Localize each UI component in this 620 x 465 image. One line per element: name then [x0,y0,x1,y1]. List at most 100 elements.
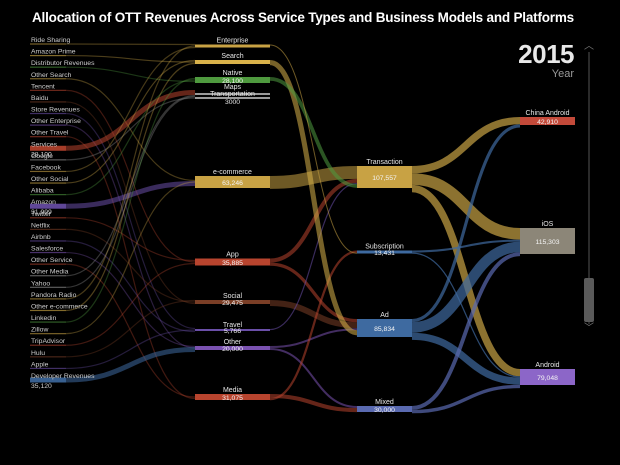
left-label-zillow: Zillow [31,327,48,334]
left-node-linkedin [30,321,66,323]
link-other-social-to-search [65,59,196,184]
left-label-store-revenues: Store Revenues [31,107,80,114]
link-other-to-ad [269,328,358,349]
node-label-china-android: China Android [526,110,570,117]
node-value-transaction: 107,557 [372,175,397,182]
node-value-ios: 115,303 [535,239,559,246]
left-value-amazon: 31,999 [31,209,52,216]
node-label-ad: Ad [380,312,389,319]
node-label-e-commerce: e-commerce [213,169,252,176]
node-value-subscription: 13,431 [374,250,395,257]
link-pandora-radio-to-enterprise [65,45,196,300]
left-node-other-service [30,263,66,265]
node-layer [30,43,575,412]
left-node-other-media [30,275,66,277]
model-platform-link-layer [411,117,521,414]
node-mixed [357,406,412,412]
link-tencent-to-app [65,89,196,263]
link-hulu-to-social [65,299,196,358]
node-label-native: Native [223,70,243,77]
left-label-pandora-radio: Pandora Radio [31,292,77,299]
link-other-enterprise-to-other [65,124,196,349]
link-media-to-subscription [269,250,358,401]
left-node-twitter [30,217,66,219]
chart-title: Allocation of OTT Revenues Across Servic… [32,10,574,25]
left-node-hulu [30,356,66,358]
link-baidu-to-social [65,101,196,305]
left-label-distributor-revenues: Distributor Revenues [31,60,95,67]
node-native [195,77,270,83]
link-other-travel-to-media [65,136,196,400]
node-e-commerce [195,176,270,188]
left-node-tencent [30,89,66,91]
left-label-baidu: Baidu [31,95,49,102]
node-ad [357,319,412,337]
left-label-linkedin: Linkedin [31,315,57,322]
left-node-services [30,145,66,151]
node-social [195,300,270,304]
link-alibaba-to-native [65,79,196,196]
left-label-other-enterprise: Other Enterprise [31,118,81,125]
left-label-facebook: Facebook [31,164,61,171]
node-value-ad: 85,834 [374,326,395,333]
left-node-other-enterprise [30,124,66,126]
left-node-google [30,159,66,161]
link-search-to-ad [269,60,358,336]
node-other [195,346,270,350]
link-media-to-mixed [269,394,358,413]
left-node-yahoo [30,286,66,288]
node-label-maps: Maps [224,84,242,91]
left-node-apple [30,367,66,370]
link-other-media-to-maps [65,94,196,277]
left-label-alibaba: Alibaba [31,188,54,195]
node-travel [195,329,270,331]
node-label-media: Media [223,387,242,394]
link-netflix-to-social [65,228,196,303]
node-label-enterprise: Enterprise [217,38,249,45]
left-label-yahoo: Yahoo [31,280,50,287]
link-linkedin-to-native [65,77,196,323]
label-layer: Ride Sharing Amazon Prime Distributor Reve… [31,37,570,414]
left-node-netflix [30,228,66,230]
link-tripadvisor-to-app [65,262,196,346]
left-node-zillow [30,333,66,335]
link-e-commerce-to-transaction [269,165,358,189]
node-transaction [357,166,412,188]
year-label: Year [551,68,574,80]
node-value-e-commerce: 63,246 [222,180,243,187]
node-label-transaction: Transaction [366,159,402,166]
node-media [195,394,270,400]
left-link-layer [65,43,196,400]
left-label-salesforce: Salesforce [31,246,63,253]
left-label-airbnb: Airbnb [31,234,51,241]
node-label-travel: Travel [223,322,243,329]
chevron-down-icon[interactable]: ﹀ [584,323,594,334]
left-label-google: Google [31,153,53,160]
left-label-amazon: Amazon [31,199,56,206]
link-services-to-maps [65,90,196,151]
left-label-other-media: Other Media [31,269,69,276]
link-transaction-to-china-android [411,117,521,174]
link-developer-revenues-to-other [65,347,196,383]
service-model-link-layer [269,44,358,413]
node-transportation [195,97,270,99]
node-app [195,258,270,266]
left-node-tripadvisor [30,344,66,346]
node-value-media: 31,075 [222,395,243,402]
node-value-social: 29,475 [222,300,243,307]
slider-handle[interactable] [584,278,594,322]
link-ad-to-china-android [411,124,521,323]
left-node-other-e-commerce [30,309,66,312]
slider-track[interactable] [588,52,590,324]
node-label-subscription: Subscription [365,244,404,251]
link-apple-to-travel [65,329,196,370]
link-app-to-ad [269,262,358,323]
left-node-other-social [30,182,66,184]
chevron-up-icon[interactable]: ︿ [584,41,594,52]
link-airbnb-to-travel [65,240,196,333]
left-node-airbnb [30,240,66,242]
node-value-transportation: 3000 [225,99,240,106]
year-slider[interactable]: ︿ ﹀ [582,42,596,334]
node-search [195,60,270,64]
node-subscription [357,250,412,254]
